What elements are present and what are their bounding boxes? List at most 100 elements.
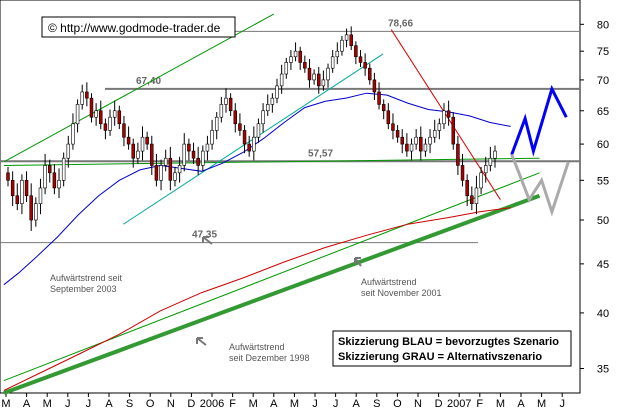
x-tick-label: 2006 bbox=[200, 398, 224, 410]
candle-body bbox=[126, 136, 131, 145]
candle-body bbox=[479, 172, 483, 189]
legend-entry-blue: Skizzierung BLAU = bevorzugtes Szenario bbox=[338, 336, 559, 348]
trendline bbox=[3, 157, 540, 166]
candle-body bbox=[321, 79, 326, 87]
x-tick-label: A bbox=[517, 398, 525, 410]
arrow-icon bbox=[196, 337, 207, 346]
candle-body bbox=[451, 116, 455, 145]
support-resistance-levels: 78,66 67,40 57,57 47,35 bbox=[0, 18, 580, 244]
candle-body bbox=[279, 73, 284, 87]
candle-body bbox=[470, 195, 474, 204]
annotation-arrows bbox=[196, 236, 362, 346]
x-tick-label: J bbox=[65, 398, 71, 410]
candle-body bbox=[201, 150, 205, 166]
candle-body bbox=[238, 123, 242, 131]
candle-body bbox=[131, 143, 135, 159]
candle-body bbox=[363, 62, 367, 69]
y-tick-label: 55 bbox=[597, 175, 609, 187]
annotation-text: Aufwärtstrend bbox=[361, 277, 417, 287]
candle-body bbox=[326, 67, 330, 81]
x-tick-label: O bbox=[393, 398, 402, 410]
trendline bbox=[3, 13, 275, 163]
x-tick-label: M bbox=[249, 398, 258, 410]
level-label: 47,35 bbox=[192, 230, 217, 241]
x-tick-label: J bbox=[333, 398, 339, 410]
scenario-path bbox=[510, 154, 570, 217]
candle-body bbox=[66, 143, 71, 159]
candle-body bbox=[395, 130, 400, 138]
candle-body bbox=[103, 123, 108, 131]
x-tick-label: J bbox=[86, 398, 92, 410]
candle-body bbox=[10, 180, 15, 197]
candle-body bbox=[219, 104, 224, 118]
x-tick-label: M bbox=[537, 398, 546, 410]
candle-body bbox=[210, 130, 214, 145]
y-tick-label: 75 bbox=[597, 46, 609, 58]
candle-body bbox=[442, 110, 446, 125]
candle-body bbox=[205, 143, 210, 152]
candle-body bbox=[289, 56, 293, 63]
candle-body bbox=[6, 172, 10, 181]
candle-body bbox=[414, 136, 418, 145]
x-tick-label: A bbox=[23, 398, 31, 410]
x-tick-label: F bbox=[476, 398, 483, 410]
arrow-icon bbox=[354, 257, 362, 267]
candle-body bbox=[242, 130, 247, 145]
candle-body bbox=[437, 123, 442, 131]
x-tick-label: D bbox=[435, 398, 443, 410]
candle-body bbox=[85, 91, 89, 99]
candle-body bbox=[340, 39, 344, 52]
annotation-text: Aufwärtstrend seit bbox=[50, 273, 123, 283]
x-tick-label: M bbox=[290, 398, 299, 410]
candle-body bbox=[307, 67, 312, 81]
candle-body bbox=[173, 172, 177, 181]
candle-body bbox=[24, 180, 29, 197]
candle-body bbox=[409, 143, 414, 152]
candle-body bbox=[344, 34, 349, 41]
candle-body bbox=[112, 110, 117, 118]
trendline bbox=[3, 193, 541, 395]
level-label: 78,66 bbox=[388, 18, 413, 29]
candle-body bbox=[284, 62, 289, 75]
scenario-sketches bbox=[510, 84, 570, 217]
candle-body bbox=[317, 73, 321, 87]
candle-body bbox=[261, 110, 265, 125]
candle-body bbox=[358, 56, 363, 63]
candle-body bbox=[456, 143, 460, 166]
candle-body bbox=[94, 110, 98, 118]
candle-body bbox=[75, 104, 80, 125]
candle-body bbox=[400, 136, 404, 145]
legend-entry-gray: Skizzierung GRAU = Alternativszenario bbox=[338, 351, 542, 363]
annotation-text: September 2003 bbox=[50, 284, 117, 294]
candle-body bbox=[419, 136, 423, 152]
candle-body bbox=[265, 104, 270, 112]
candle-body bbox=[483, 165, 488, 174]
candle-body bbox=[80, 91, 84, 105]
x-tick-label: M bbox=[1, 398, 10, 410]
y-tick-label: 45 bbox=[597, 259, 609, 271]
candle-body bbox=[423, 143, 428, 152]
candle-body bbox=[247, 143, 251, 152]
candle-body bbox=[99, 110, 103, 125]
legend-box bbox=[332, 330, 572, 367]
candle-body bbox=[61, 157, 66, 181]
annotation-text: seit November 2001 bbox=[361, 288, 442, 298]
x-tick-label: A bbox=[270, 398, 278, 410]
candle-body bbox=[187, 143, 191, 152]
candle-body bbox=[381, 104, 386, 112]
candle-body bbox=[460, 165, 465, 181]
candle-body bbox=[368, 67, 372, 81]
x-tick-label: 2007 bbox=[447, 398, 471, 410]
y-tick-label: 40 bbox=[597, 308, 609, 320]
candle-body bbox=[386, 110, 391, 125]
legend: Skizzierung BLAU = bevorzugtes Szenario … bbox=[332, 330, 572, 367]
candle-body bbox=[182, 143, 186, 166]
candle-body bbox=[122, 123, 126, 138]
candle-body bbox=[38, 187, 43, 204]
annotation-text: seit Dezember 1998 bbox=[229, 353, 310, 363]
candle-body bbox=[108, 116, 112, 131]
x-tick-label: S bbox=[373, 398, 380, 410]
candle-body bbox=[34, 203, 38, 221]
candle-body bbox=[252, 136, 256, 152]
